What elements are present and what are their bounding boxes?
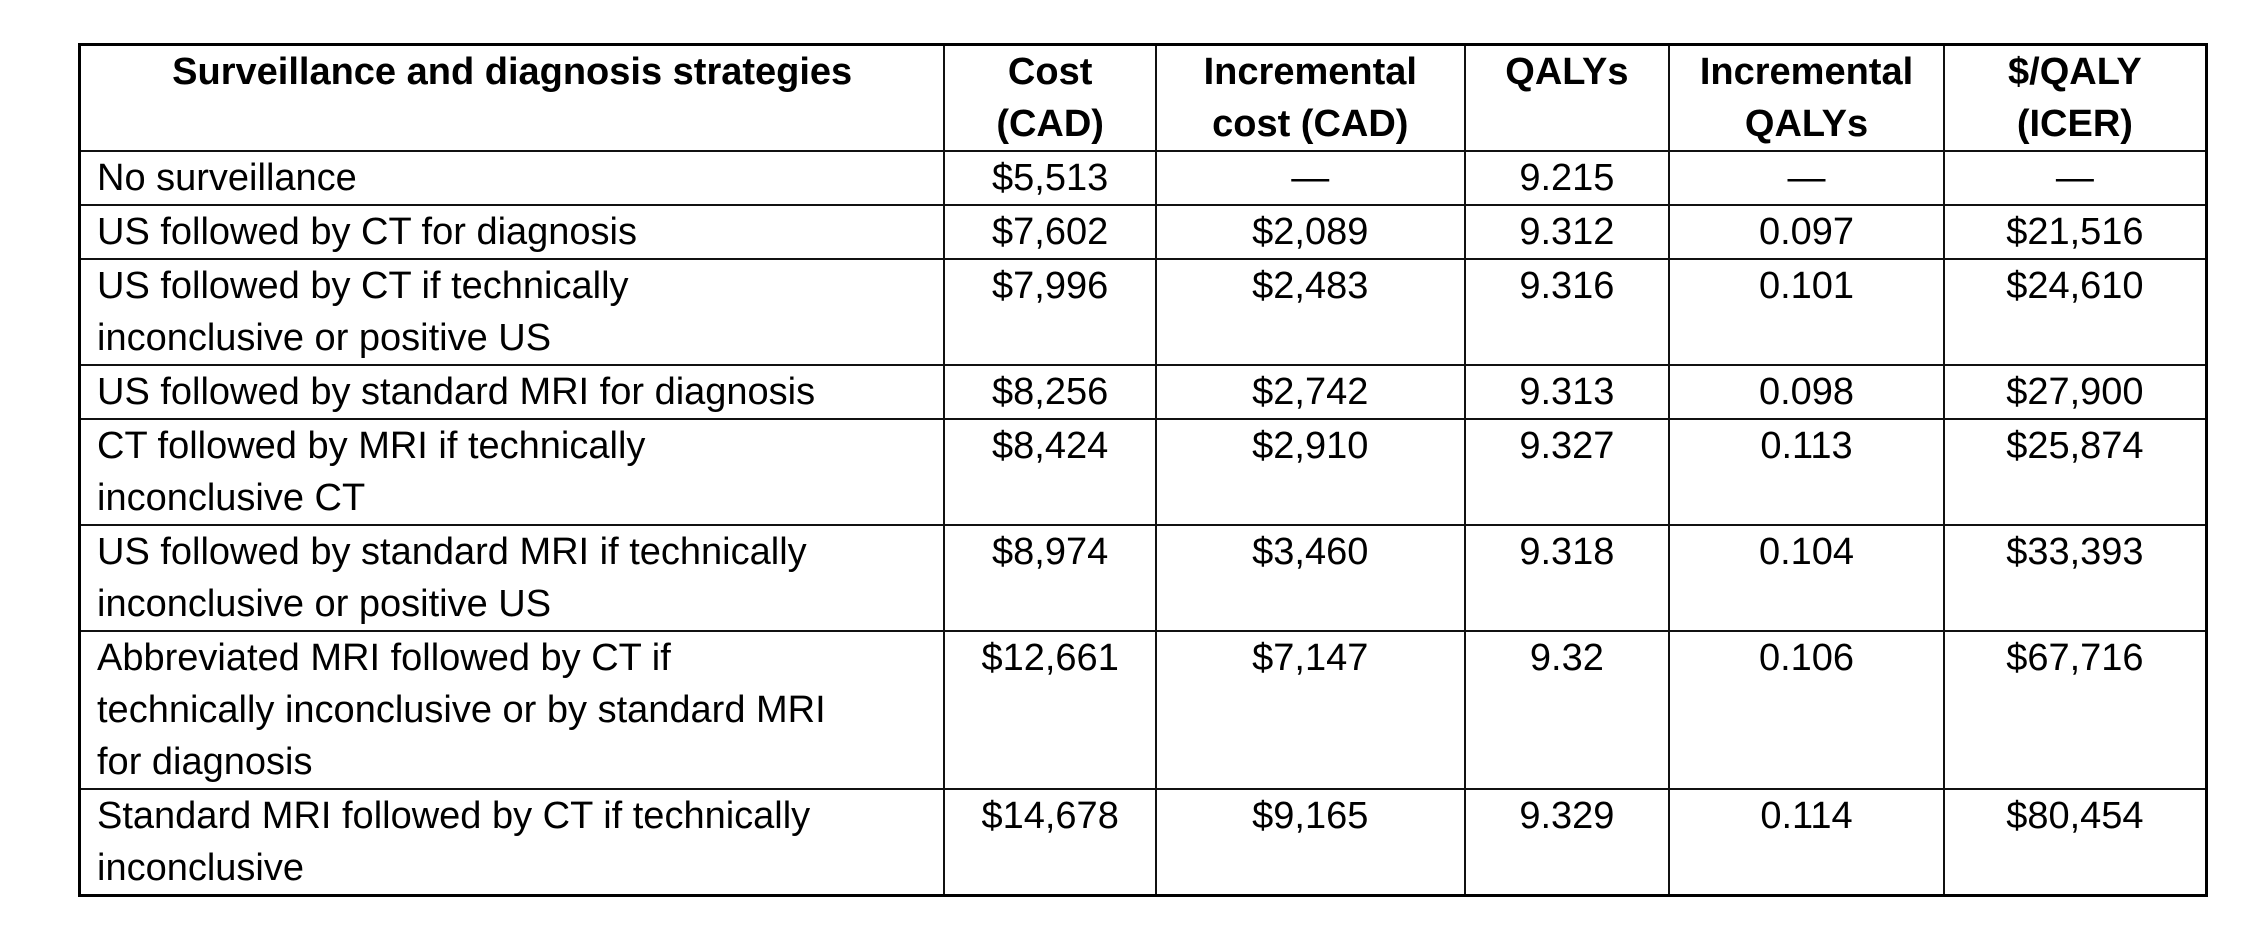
cost-per-qaly-icer-cell: $21,516 xyxy=(1942,204,2208,260)
qalys-cell: 9.318 xyxy=(1463,524,1671,632)
incremental-cost-cell: $2,089 xyxy=(1154,204,1466,260)
table-row: No surveillance $5,513—9.215— — xyxy=(78,150,2208,206)
incremental-cost-cell: — xyxy=(1154,150,1466,206)
cost-per-qaly-icer-cell: $25,874 xyxy=(1942,418,2208,526)
incremental-cost-cell: $3,460 xyxy=(1154,524,1466,632)
table-row: Standard MRI followed by CT if technical… xyxy=(78,788,2208,897)
strategy-cell: No surveillance xyxy=(78,150,946,206)
cost-per-qaly-icer-cell: $24,610 xyxy=(1942,258,2208,366)
incremental-cost-cell: $2,742 xyxy=(1154,364,1466,420)
incremental-cost-cell: $2,910 xyxy=(1154,418,1466,526)
table-row: Abbreviated MRI followed by CT if technic… xyxy=(78,630,2208,790)
table-row: US followed by standard MRI for diagnosi… xyxy=(78,364,2208,420)
column-header-qalys: QALYs xyxy=(1463,43,1671,152)
cost-per-qaly-icer-cell: $27,900 xyxy=(1942,364,2208,420)
qalys-cell: 9.313 xyxy=(1463,364,1671,420)
strategy-cell: US followed by standard MRI if technical… xyxy=(78,524,946,632)
column-header-incremental-cost: Incremental cost (CAD) xyxy=(1154,43,1466,152)
cost-per-qaly-icer-cell: $67,716 xyxy=(1942,630,2208,790)
qalys-cell: 9.215 xyxy=(1463,150,1671,206)
qalys-cell: 9.312 xyxy=(1463,204,1671,260)
strategy-cell: US followed by CT for diagnosis xyxy=(78,204,946,260)
cost-per-qaly-icer-cell: — xyxy=(1942,150,2208,206)
strategy-cell: US followed by standard MRI for diagnosi… xyxy=(78,364,946,420)
incremental-qalys-cell: 0.113 xyxy=(1668,418,1945,526)
cost-cell: $7,602 xyxy=(943,204,1157,260)
column-header-incremental-qalys: Incremental QALYs xyxy=(1668,43,1945,152)
cost-cell: $8,256 xyxy=(943,364,1157,420)
cost-cell: $8,424 xyxy=(943,418,1157,526)
incremental-cost-cell: $9,165 xyxy=(1154,788,1466,897)
table-head: Surveillance and diagnosis strategies Cos… xyxy=(78,43,2208,152)
cost-cell: $14,678 xyxy=(943,788,1157,897)
incremental-qalys-cell: 0.098 xyxy=(1668,364,1945,420)
incremental-cost-cell: $2,483 xyxy=(1154,258,1466,366)
incremental-cost-cell: $7,147 xyxy=(1154,630,1466,790)
strategy-cell: US followed by CT if technically inconclu… xyxy=(78,258,946,366)
table-row: CT followed by MRI if technically inconcl… xyxy=(78,418,2208,526)
cost-per-qaly-icer-cell: $33,393 xyxy=(1942,524,2208,632)
cost-cell: $5,513 xyxy=(943,150,1157,206)
incremental-qalys-cell: 0.104 xyxy=(1668,524,1945,632)
table-row: US followed by CT if technically inconclu… xyxy=(78,258,2208,366)
qalys-cell: 9.329 xyxy=(1463,788,1671,897)
cost-cell: $8,974 xyxy=(943,524,1157,632)
incremental-qalys-cell: 0.114 xyxy=(1668,788,1945,897)
table-row: US followed by standard MRI if technical… xyxy=(78,524,2208,632)
qalys-cell: 9.32 xyxy=(1463,630,1671,790)
table-row: US followed by CT for diagnosis $7,602 $2,… xyxy=(78,204,2208,260)
incremental-qalys-cell: 0.101 xyxy=(1668,258,1945,366)
strategy-cell: CT followed by MRI if technically inconcl… xyxy=(78,418,946,526)
qalys-cell: 9.316 xyxy=(1463,258,1671,366)
cost-cell: $7,996 xyxy=(943,258,1157,366)
header-row: Surveillance and diagnosis strategies Cos… xyxy=(78,43,2208,152)
incremental-qalys-cell: 0.106 xyxy=(1668,630,1945,790)
qalys-cell: 9.327 xyxy=(1463,418,1671,526)
incremental-qalys-cell: 0.097 xyxy=(1668,204,1945,260)
column-header-cost-per-qaly-icer: $/QALY (ICER) xyxy=(1942,43,2208,152)
cost-cell: $12,661 xyxy=(943,630,1157,790)
icer-table: Surveillance and diagnosis strategies Cos… xyxy=(78,43,2208,897)
strategy-cell: Standard MRI followed by CT if technical… xyxy=(78,788,946,897)
column-header-strategy: Surveillance and diagnosis strategies xyxy=(78,43,946,152)
cost-per-qaly-icer-cell: $80,454 xyxy=(1942,788,2208,897)
strategy-cell: Abbreviated MRI followed by CT if technic… xyxy=(78,630,946,790)
incremental-qalys-cell: — xyxy=(1668,150,1945,206)
table-body: No surveillance $5,513—9.215— — US followed… xyxy=(78,150,2208,897)
column-header-cost: Cost (CAD) xyxy=(943,43,1157,152)
